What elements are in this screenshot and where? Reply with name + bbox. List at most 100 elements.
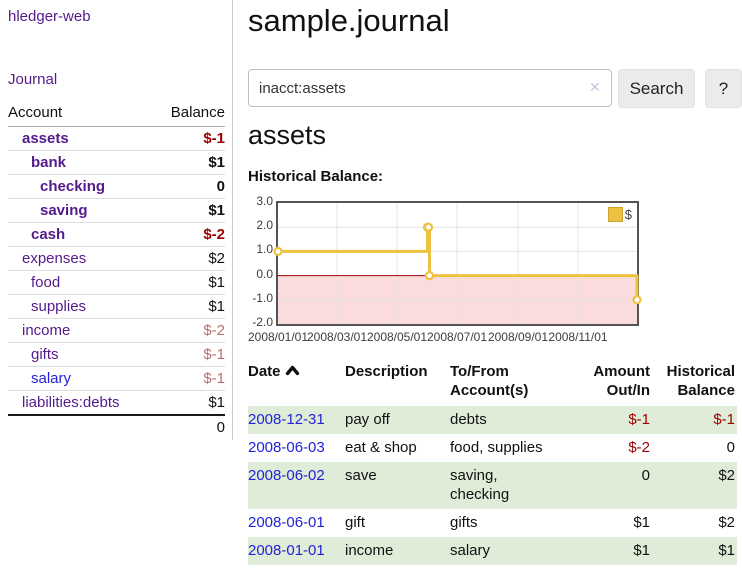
y-axis-tick-label: 1.0 — [248, 242, 273, 256]
account-link[interactable]: saving — [8, 201, 88, 220]
chart-legend: $ — [608, 207, 632, 222]
transaction-accounts: saving,checking — [450, 462, 570, 509]
clear-search-icon[interactable]: ✕ — [589, 79, 601, 95]
register-header-tofrom: To/From Account(s) — [450, 360, 570, 406]
account-link[interactable]: salary — [8, 369, 71, 388]
account-link[interactable]: food — [8, 273, 60, 292]
transaction-date-link[interactable]: 2008-06-03 — [248, 439, 325, 456]
register-table: DateDescriptionTo/From Account(s)Amount … — [248, 360, 737, 565]
account-balance: $1 — [154, 271, 225, 295]
account-row: bank $1 — [8, 151, 225, 175]
transaction-description: gift — [345, 509, 450, 537]
transaction-description: eat & shop — [345, 434, 450, 462]
y-axis-tick-label: 2.0 — [248, 218, 273, 232]
account-balance: $-1 — [154, 127, 225, 151]
account-row: salary $-1 — [8, 367, 225, 391]
account-balance: 0 — [154, 175, 225, 199]
account-balance: $-2 — [154, 223, 225, 247]
register-header-row: DateDescriptionTo/From Account(s)Amount … — [248, 360, 737, 406]
search-input[interactable] — [248, 69, 612, 107]
account-balance: $-1 — [154, 367, 225, 391]
help-button[interactable]: ? — [705, 69, 742, 108]
sort-asc-icon — [285, 364, 300, 376]
transaction-amount: 0 — [570, 462, 652, 509]
account-row: liabilities:debts $1 — [8, 391, 225, 416]
register-header-amount: Amount Out/In — [570, 360, 652, 406]
account-row: assets $-1 — [8, 127, 225, 151]
account-balance: $1 — [154, 199, 225, 223]
transaction-row: 2008-06-02savesaving,checking0$2 — [248, 462, 737, 509]
accounts-table-body: assets$-1bank$1checking0saving$1cash$-2e… — [8, 127, 225, 416]
transaction-date-link[interactable]: 2008-01-01 — [248, 542, 325, 559]
accounts-header-account: Account — [8, 100, 154, 127]
account-link[interactable]: cash — [8, 225, 65, 244]
account-link[interactable]: liabilities:debts — [8, 393, 120, 412]
transaction-row: 2008-12-31pay offdebts$-1$-1 — [248, 406, 737, 434]
transaction-description: income — [345, 537, 450, 565]
accounts-total-row: 0 — [8, 415, 225, 439]
legend-swatch — [608, 207, 623, 222]
main-content: sample.journal ✕ Search ? assets Histori… — [248, 0, 737, 582]
chart-svg — [278, 203, 637, 324]
account-link[interactable]: income — [8, 321, 70, 340]
sidebar-item-journal[interactable]: Journal — [8, 71, 57, 88]
y-axis-tick-label: -2.0 — [248, 315, 273, 329]
account-row: saving $1 — [8, 199, 225, 223]
account-row: expenses $2 — [8, 247, 225, 271]
register-header-date[interactable]: Date — [248, 360, 345, 406]
transaction-accounts: gifts — [450, 509, 570, 537]
account-row: gifts $-1 — [8, 343, 225, 367]
y-axis-tick-label: 3.0 — [248, 194, 273, 208]
account-balance: $1 — [154, 295, 225, 319]
transaction-row: 2008-06-03eat & shopfood, supplies$-20 — [248, 434, 737, 462]
register-header-historical: Historical Balance — [652, 360, 737, 406]
accounts-table: Account Balance assets $-1 bank $1 checking 0… — [8, 100, 225, 439]
transaction-amount: $-1 — [570, 406, 652, 434]
register-table-body: 2008-12-31pay offdebts$-1$-12008-06-03ea… — [248, 406, 737, 565]
transaction-accounts: food, supplies — [450, 434, 570, 462]
account-row: supplies $1 — [8, 295, 225, 319]
transaction-date-link[interactable]: 2008-06-01 — [248, 514, 325, 531]
account-heading: assets — [248, 117, 326, 153]
account-link[interactable]: expenses — [8, 249, 86, 268]
chart-plot-area: $ — [276, 201, 639, 326]
account-row: food $1 — [8, 271, 225, 295]
transaction-balance: $1 — [652, 537, 737, 565]
account-balance: $1 — [154, 391, 225, 416]
search-button[interactable]: Search — [618, 69, 695, 108]
accounts-total-value: 0 — [154, 415, 225, 439]
page-title: sample.journal — [248, 0, 450, 42]
y-axis-tick-label: -1.0 — [248, 291, 273, 305]
account-balance: $-2 — [154, 319, 225, 343]
account-row: cash $-2 — [8, 223, 225, 247]
transaction-balance: $-1 — [652, 406, 737, 434]
app-brand-link[interactable]: hledger-web — [8, 8, 91, 25]
account-link[interactable]: supplies — [8, 297, 86, 316]
accounts-header-balance: Balance — [154, 100, 225, 127]
transaction-date-link[interactable]: 2008-06-02 — [248, 467, 325, 484]
transaction-balance: 0 — [652, 434, 737, 462]
transaction-row: 2008-06-01giftgifts$1$2 — [248, 509, 737, 537]
search-form: ✕ Search ? — [248, 69, 737, 107]
account-balance: $-1 — [154, 343, 225, 367]
transaction-accounts: salary — [450, 537, 570, 565]
transaction-amount: $1 — [570, 537, 652, 565]
chart-title: Historical Balance: — [248, 168, 383, 185]
account-balance: $1 — [154, 151, 225, 175]
transaction-balance: $2 — [652, 462, 737, 509]
account-link[interactable]: bank — [8, 153, 66, 172]
account-balance: $2 — [154, 247, 225, 271]
legend-label: $ — [625, 207, 632, 222]
account-row: income $-2 — [8, 319, 225, 343]
account-link[interactable]: assets — [8, 129, 69, 148]
transaction-accounts: debts — [450, 406, 570, 434]
account-link[interactable]: gifts — [8, 345, 59, 364]
transaction-date-link[interactable]: 2008-12-31 — [248, 411, 325, 428]
transaction-balance: $2 — [652, 509, 737, 537]
y-axis-tick-label: 0.0 — [248, 267, 273, 281]
transaction-row: 2008-01-01incomesalary$1$1 — [248, 537, 737, 565]
transaction-description: pay off — [345, 406, 450, 434]
historical-balance-chart: 3.02.01.00.0-1.0-2.0 $ 2008/01/012008/03… — [248, 199, 668, 345]
account-link[interactable]: checking — [8, 177, 105, 196]
sidebar: hledger-web Journal Account Balance asse… — [0, 0, 233, 440]
